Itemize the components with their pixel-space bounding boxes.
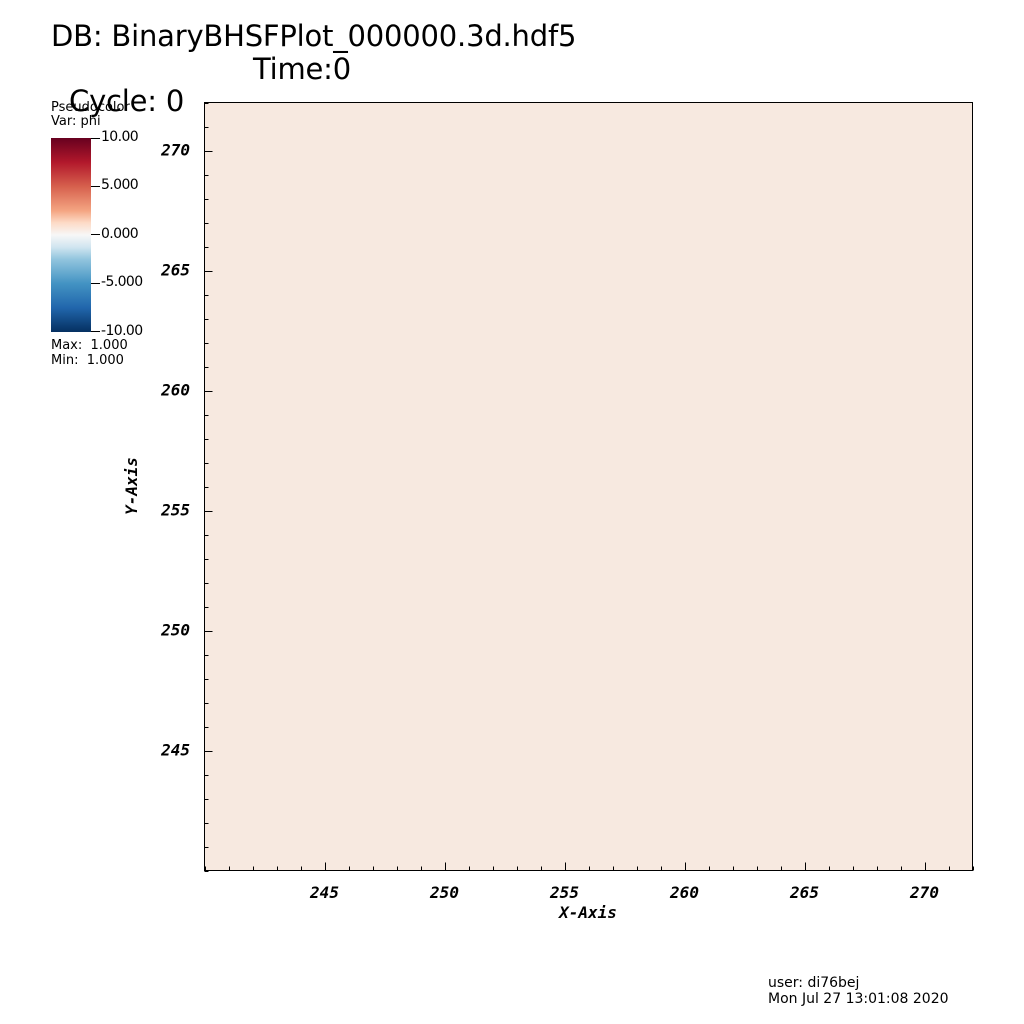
y-tick-label: 260 [160,381,190,400]
legend-plot-type: Pseudocolor [51,100,130,115]
x-axis-tick-labels: 245 250 255 260 265 270 [309,883,939,902]
colorbar-label: -5.000 [101,274,143,290]
pseudocolor-field [204,102,973,871]
y-tick-label: 265 [160,261,190,280]
x-tick-label: 245 [309,883,339,902]
time-label: Time:0 [253,52,351,86]
colorbar-tick [91,234,100,235]
y-axis-ticks [204,103,213,872]
y-tick-label: 250 [160,621,190,640]
colorbar-label: 0.000 [101,226,139,242]
colorbar [51,138,91,332]
legend-max-value: Max: 1.000 [51,338,128,353]
colorbar-tick [91,138,100,139]
x-tick-label: 250 [429,883,459,902]
legend-min-value: Min: 1.000 [51,353,124,368]
y-axis-title: Y-Axis [122,457,141,515]
colorbar-tick [91,331,100,332]
x-axis-title: X-Axis [557,903,617,922]
x-axis-ticks [205,862,974,871]
cycle-label: Cycle: 0 [69,84,185,118]
colorbar-tick [91,283,100,284]
y-tick-label: 255 [160,501,190,520]
colorbar-tick [91,186,100,187]
colorbar-label: 5.000 [101,177,139,193]
x-tick-label: 260 [669,883,699,902]
colorbar-label-max: 10.00 [101,129,139,145]
x-tick-label: 255 [549,883,579,902]
footer-user: user: di76bej [768,975,860,991]
legend-variable: Var: phi [51,114,101,129]
footer-date: Mon Jul 27 13:01:08 2020 [768,991,949,1007]
database-title: DB: BinaryBHSFPlot_000000.3d.hdf5 [51,19,577,53]
colorbar-label-min: -10.00 [101,323,143,339]
x-tick-label: 270 [909,883,939,902]
y-axis-tick-labels: 245 250 255 260 265 270 [160,141,190,760]
x-tick-label: 265 [789,883,819,902]
cycle-time-line: Cycle: 0 Time:0 [51,53,351,149]
y-tick-label: 270 [160,141,190,160]
y-tick-label: 245 [160,741,190,760]
